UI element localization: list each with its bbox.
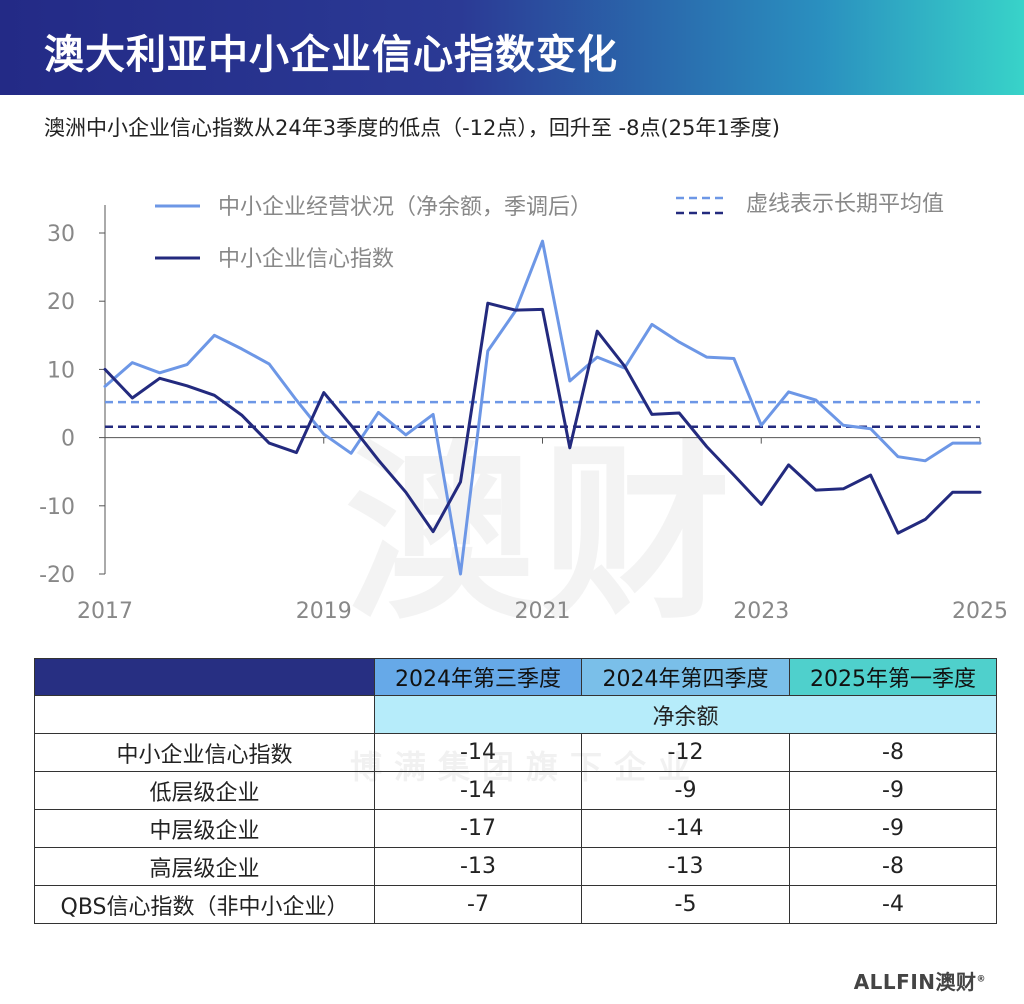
cell-value: -9 bbox=[789, 809, 997, 848]
page-title: 澳大利亚中小企业信心指数变化 bbox=[44, 32, 618, 78]
x-tick-label: 2023 bbox=[733, 599, 789, 624]
y-tick-label: 30 bbox=[47, 222, 75, 247]
row-label: 低层级企业 bbox=[34, 771, 375, 810]
x-tick-label: 2025 bbox=[952, 599, 1008, 624]
series-line-1 bbox=[103, 239, 982, 576]
cell-value: -14 bbox=[374, 771, 582, 810]
table-header-q3-2024: 2024年第三季度 bbox=[374, 658, 582, 696]
watermark: 澳财 bbox=[345, 440, 737, 630]
table-header-blank bbox=[34, 658, 375, 696]
logo-text: ALLFIN澳财 bbox=[853, 970, 977, 994]
y-tick-label: 0 bbox=[61, 427, 75, 452]
table-header-q1-2025: 2025年第一季度 bbox=[789, 658, 997, 696]
table-row: 中小企业信心指数 -14 -12 -8 bbox=[34, 733, 997, 772]
legend-label-1: 中小企业经营状况（净余额，季调后） bbox=[218, 195, 592, 220]
row-label: 中层级企业 bbox=[34, 809, 375, 848]
cell-value: -5 bbox=[581, 885, 790, 924]
x-tick-label: 2019 bbox=[296, 599, 352, 624]
cell-value: -17 bbox=[374, 809, 582, 848]
cell-value: -13 bbox=[581, 847, 790, 886]
table-header-q4-2024: 2024年第四季度 bbox=[581, 658, 790, 696]
row-label: 高层级企业 bbox=[34, 847, 375, 886]
cell-value: -9 bbox=[789, 771, 997, 810]
registered-mark: ® bbox=[976, 974, 986, 985]
allfin-logo: ALLFIN澳财® bbox=[854, 966, 986, 995]
cell-value: -7 bbox=[374, 885, 582, 924]
table-header-row: 2024年第三季度 2024年第四季度 2025年第一季度 bbox=[34, 658, 997, 696]
cell-value: -14 bbox=[581, 809, 790, 848]
row-label: 中小企业信心指数 bbox=[34, 733, 375, 772]
legend-label-2: 中小企业信心指数 bbox=[218, 247, 394, 272]
cell-value: -13 bbox=[374, 847, 582, 886]
header-banner: 澳大利亚中小企业信心指数变化 bbox=[0, 0, 1024, 95]
x-tick-label: 2021 bbox=[515, 599, 571, 624]
y-tick-label: 20 bbox=[47, 290, 75, 315]
table-row: QBS信心指数（非中小企业） -7 -5 -4 bbox=[34, 885, 997, 924]
table-subheader-net-balance: 净余额 bbox=[374, 695, 997, 734]
cell-value: -4 bbox=[789, 885, 997, 924]
row-label: QBS信心指数（非中小企业） bbox=[34, 885, 375, 924]
cell-value: -8 bbox=[789, 733, 997, 772]
x-tick-label: 2017 bbox=[77, 599, 133, 624]
table-subheader-blank bbox=[34, 695, 375, 734]
y-tick-label: -10 bbox=[39, 495, 75, 520]
table-row: 中层级企业 -17 -14 -9 bbox=[34, 809, 997, 848]
legend-ref-label: 虚线表示长期平均值 bbox=[746, 192, 944, 217]
cell-value: -8 bbox=[789, 847, 997, 886]
data-table: 2024年第三季度 2024年第四季度 2025年第一季度 净余额 中小企业信心… bbox=[34, 658, 997, 924]
y-tick-label: -20 bbox=[39, 563, 75, 588]
chart-subtitle: 澳洲中小企业信心指数从24年3季度的低点（-12点），回升至 -8点(25年1季… bbox=[44, 116, 780, 140]
table-row: 高层级企业 -13 -13 -8 bbox=[34, 847, 997, 886]
table-subheader-row: 净余额 bbox=[34, 695, 997, 734]
y-tick-label: 10 bbox=[47, 358, 75, 383]
cell-value: -12 bbox=[581, 733, 790, 772]
cell-value: -14 bbox=[374, 733, 582, 772]
table-row: 低层级企业 -14 -9 -9 bbox=[34, 771, 997, 810]
cell-value: -9 bbox=[581, 771, 790, 810]
series-line-2 bbox=[103, 301, 982, 535]
